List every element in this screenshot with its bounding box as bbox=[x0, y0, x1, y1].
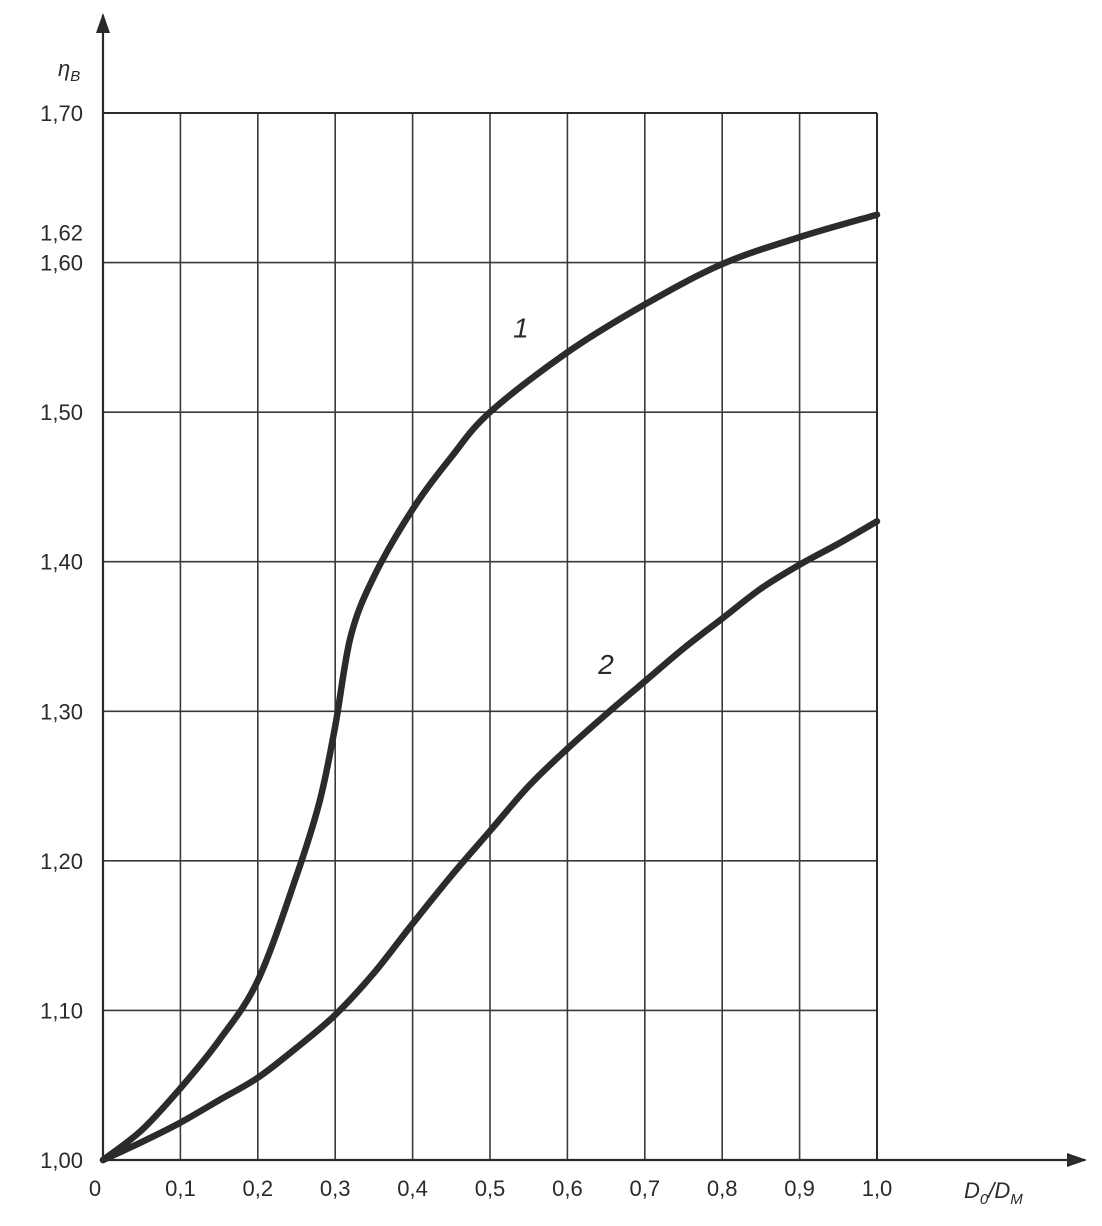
tick-labels: 0 0,1 0,2 0,3 0,4 0,5 0,6 0,7 0,8 0,9 1,0 1,00 1,10 1… bbox=[40, 101, 892, 1201]
x-tick-label-5: 0,5 bbox=[475, 1176, 506, 1201]
x-tick-label-3: 0,3 bbox=[320, 1176, 351, 1201]
x-axis-title-sub1: M bbox=[1010, 1191, 1023, 1208]
y-tick-label-7: 1,62 bbox=[40, 221, 83, 246]
plot-frame bbox=[103, 112, 878, 1160]
x-tick-label-2: 0,2 bbox=[243, 1176, 274, 1201]
y-tick-label-5: 1,50 bbox=[40, 400, 83, 425]
x-axis-title-sub0: 0 bbox=[980, 1191, 989, 1208]
x-tick-label-6: 0,6 bbox=[552, 1176, 583, 1201]
y-tick-label-6: 1,60 bbox=[40, 251, 83, 276]
grid bbox=[103, 113, 877, 1160]
series bbox=[99, 211, 881, 1164]
x-tick-label-0: 0 bbox=[89, 1176, 101, 1201]
x-tick-label-1: 0,1 bbox=[165, 1176, 196, 1201]
x-tick-label-7: 0,7 bbox=[630, 1176, 661, 1201]
series-line-2 bbox=[99, 518, 881, 1164]
series-label-2: 2 bbox=[597, 649, 614, 680]
series-label-1: 1 bbox=[513, 312, 529, 343]
y-tick-label-1: 1,10 bbox=[40, 998, 83, 1023]
series-labels: 12 bbox=[513, 312, 614, 680]
y-axis-title-main: η bbox=[58, 56, 70, 81]
y-axis-title-sub: B bbox=[70, 68, 80, 85]
x-axis-title: D0/DM bbox=[964, 1178, 1023, 1208]
x-axis-title-slash: /D bbox=[986, 1178, 1010, 1203]
x-axis-title-main: D bbox=[964, 1178, 980, 1203]
y-tick-label-8: 1,70 bbox=[40, 101, 83, 126]
x-tick-label-4: 0,4 bbox=[397, 1176, 428, 1201]
y-tick-label-0: 1,00 bbox=[40, 1148, 83, 1173]
x-tick-label-10: 1,0 bbox=[862, 1176, 893, 1201]
y-axis-title: ηB bbox=[58, 56, 80, 85]
series-line-1 bbox=[99, 211, 881, 1164]
x-tick-label-8: 0,8 bbox=[707, 1176, 738, 1201]
y-tick-label-3: 1,30 bbox=[40, 699, 83, 724]
x-tick-label-9: 0,9 bbox=[784, 1176, 815, 1201]
axes bbox=[96, 13, 1087, 1167]
y-tick-label-2: 1,20 bbox=[40, 849, 83, 874]
y-tick-label-4: 1,40 bbox=[40, 550, 83, 575]
